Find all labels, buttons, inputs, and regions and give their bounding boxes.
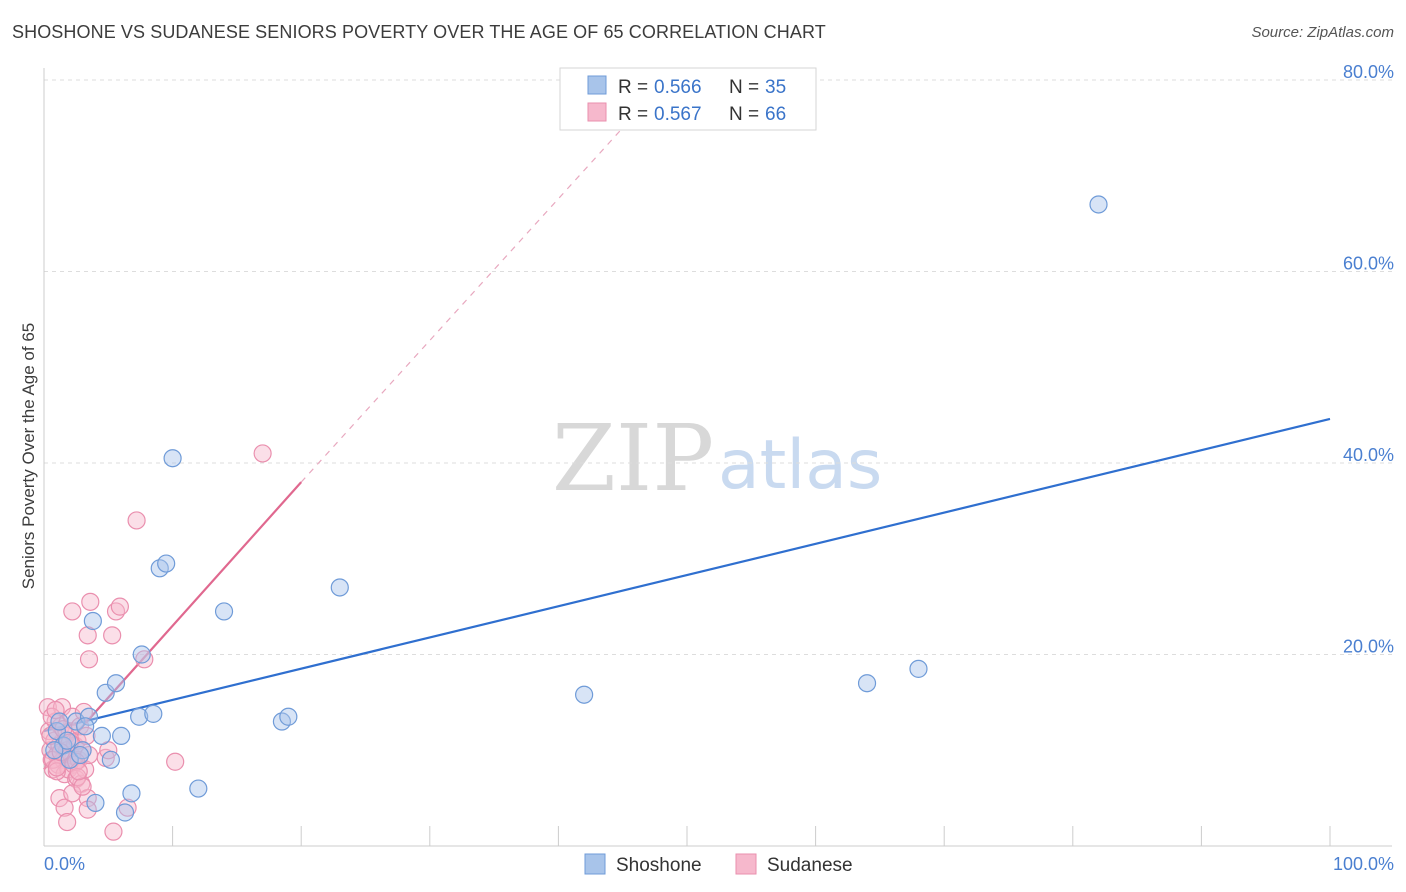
bottom-legend-label-sudanese: Sudanese bbox=[767, 855, 853, 876]
point-shoshone-23 bbox=[157, 554, 176, 573]
y-tick-labels: 20.0% 40.0% 60.0% 80.0% bbox=[1343, 62, 1394, 657]
point-sudanese-53 bbox=[110, 597, 129, 616]
bottom-legend-label-shoshone: Shoshone bbox=[616, 855, 702, 876]
point-shoshone-29 bbox=[330, 578, 349, 597]
point-sudanese-47 bbox=[63, 602, 82, 621]
point-shoshone-6 bbox=[58, 731, 77, 750]
point-sudanese-51 bbox=[103, 626, 122, 645]
point-shoshone-12 bbox=[92, 726, 111, 745]
point-shoshone-4 bbox=[73, 741, 92, 760]
point-shoshone-34 bbox=[50, 712, 69, 731]
legend-r-value-shoshone: 0.566 bbox=[654, 77, 702, 98]
point-shoshone-10 bbox=[86, 793, 105, 813]
point-shoshone-21 bbox=[144, 704, 163, 723]
point-sudanese-58 bbox=[127, 511, 146, 530]
point-sudanese-50 bbox=[79, 650, 99, 669]
bottom-legend-swatch-shoshone bbox=[584, 853, 606, 875]
point-sudanese-36 bbox=[47, 762, 66, 781]
point-shoshone-18 bbox=[122, 784, 141, 803]
point-shoshone-33 bbox=[1089, 195, 1108, 214]
point-sudanese-43 bbox=[63, 784, 82, 803]
legend-n-value-sudanese: 66 bbox=[765, 104, 786, 125]
legend-r-value-sudanese: 0.567 bbox=[654, 104, 702, 125]
legend-r-label-sudanese: R = bbox=[618, 104, 648, 125]
point-shoshone-28 bbox=[279, 707, 298, 726]
point-sudanese-41 bbox=[55, 798, 74, 817]
trend-line-shoshone bbox=[43, 417, 1331, 733]
legend-r-label-shoshone: R = bbox=[618, 77, 648, 98]
series-legend: Shoshone Sudanese bbox=[584, 853, 853, 876]
point-shoshone-32 bbox=[909, 659, 928, 678]
legend-n-label-sudanese: N = bbox=[729, 104, 759, 125]
point-sudanese-42 bbox=[58, 812, 77, 832]
source-credit: Source: ZipAtlas.com bbox=[1251, 24, 1394, 41]
point-sudanese-56 bbox=[104, 822, 123, 841]
x-axis-ticks bbox=[43, 826, 1331, 846]
point-shoshone-31 bbox=[857, 674, 877, 693]
chart-title: SHOSHONE VS SUDANESE SENIORS POVERTY OVE… bbox=[12, 22, 826, 42]
point-shoshone-7 bbox=[70, 745, 90, 765]
y-tick-label-40: 40.0% bbox=[1343, 445, 1394, 465]
point-shoshone-15 bbox=[106, 674, 126, 693]
trend-extension-sudanese bbox=[300, 127, 624, 483]
watermark-zip: ZIP bbox=[552, 405, 714, 512]
y-tick-label-80: 80.0% bbox=[1343, 62, 1394, 82]
watermark-atlas: atlas bbox=[718, 426, 882, 505]
point-sudanese-61 bbox=[253, 444, 272, 463]
point-shoshone-14 bbox=[101, 750, 120, 769]
point-sudanese-44 bbox=[68, 767, 87, 787]
legend-swatch-sudanese bbox=[587, 102, 607, 122]
point-sudanese-59 bbox=[135, 650, 154, 669]
point-shoshone-30 bbox=[575, 685, 594, 704]
point-shoshone-17 bbox=[115, 803, 135, 822]
point-shoshone-16 bbox=[112, 726, 131, 745]
x-tick-label-min: 0.0% bbox=[44, 854, 85, 874]
y-axis-title: Seniors Poverty Over the Age of 65 bbox=[19, 323, 38, 589]
point-shoshone-2 bbox=[60, 750, 79, 769]
point-sudanese-60 bbox=[166, 752, 185, 771]
point-shoshone-20 bbox=[132, 645, 151, 664]
legend-n-value-shoshone: 35 bbox=[765, 77, 786, 98]
point-shoshone-24 bbox=[163, 449, 182, 468]
point-shoshone-9 bbox=[76, 717, 95, 736]
point-sudanese-45 bbox=[73, 777, 92, 796]
bottom-legend-swatch-sudanese bbox=[735, 853, 757, 875]
y-tick-label-60: 60.0% bbox=[1343, 254, 1394, 274]
point-sudanese-64 bbox=[46, 700, 65, 720]
point-shoshone-8 bbox=[45, 741, 64, 760]
point-shoshone-11 bbox=[83, 611, 102, 631]
correlation-legend: R = 0.566 N = 35 R = 0.567 N = 66 bbox=[559, 67, 817, 131]
point-shoshone-5 bbox=[79, 707, 99, 726]
legend-swatch-shoshone bbox=[587, 75, 607, 95]
point-sudanese-49 bbox=[81, 592, 100, 611]
point-shoshone-26 bbox=[214, 602, 234, 621]
point-shoshone-19 bbox=[130, 707, 149, 726]
point-shoshone-25 bbox=[189, 779, 208, 798]
x-tick-label-max: 100.0% bbox=[1333, 854, 1394, 874]
data-points bbox=[38, 195, 1108, 841]
point-sudanese-48 bbox=[78, 626, 97, 645]
gridlines bbox=[44, 79, 1392, 655]
point-sudanese-30 bbox=[77, 726, 96, 745]
point-sudanese-57 bbox=[118, 798, 137, 817]
legend-n-label-shoshone: N = bbox=[729, 77, 759, 98]
y-tick-label-20: 20.0% bbox=[1343, 637, 1394, 657]
